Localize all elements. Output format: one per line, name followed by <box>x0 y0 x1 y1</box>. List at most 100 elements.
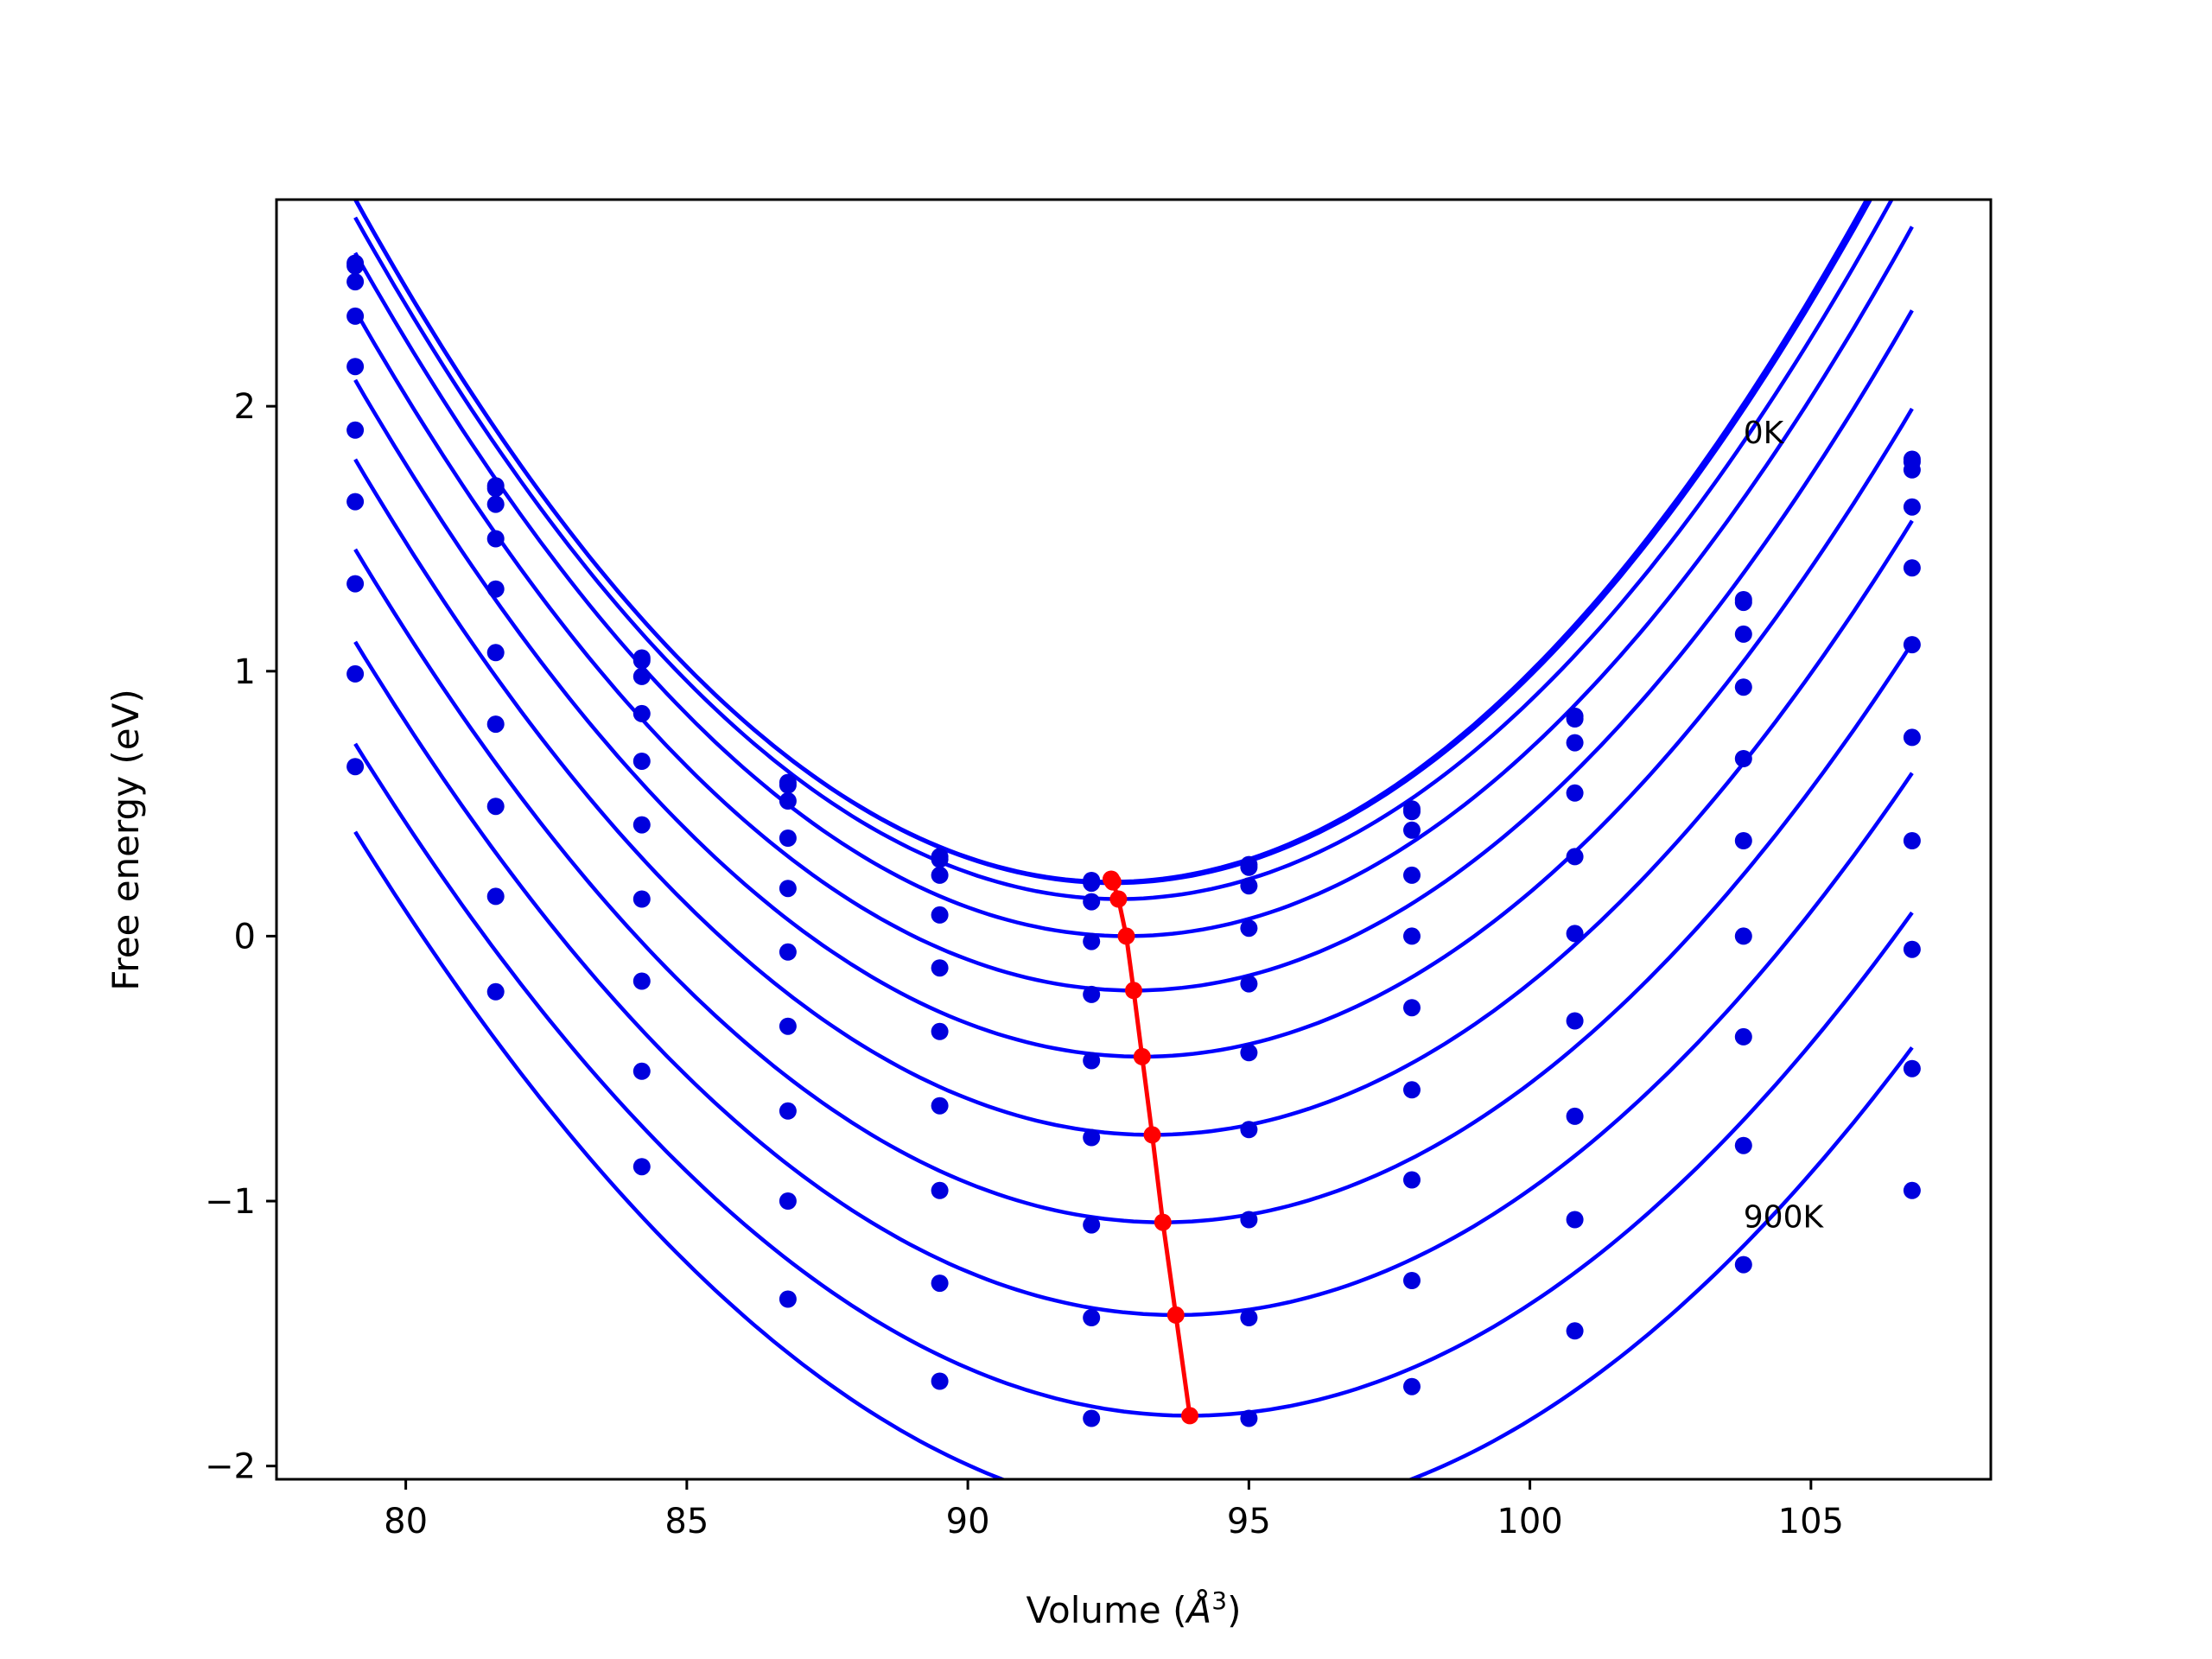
data-point <box>1083 1409 1101 1427</box>
data-point <box>1734 927 1752 945</box>
data-point <box>931 1022 949 1040</box>
temperature-annotation: 900K <box>1744 1200 1825 1236</box>
data-point <box>931 1181 949 1199</box>
data-point <box>931 959 949 977</box>
data-point <box>1903 832 1921 849</box>
data-point <box>1403 803 1421 821</box>
data-point <box>486 644 505 662</box>
x-axis-label: Volume (Å3) <box>1027 1586 1242 1631</box>
data-point <box>346 307 365 325</box>
x-tick-label: 80 <box>384 1502 428 1541</box>
data-point <box>1903 728 1921 747</box>
data-point <box>1403 927 1421 945</box>
data-point <box>1734 1136 1752 1154</box>
fit-curve-5 <box>353 309 1914 993</box>
minimum-point <box>1181 1407 1198 1425</box>
data-point <box>346 664 365 683</box>
data-point <box>1083 1128 1101 1147</box>
data-point <box>346 421 365 439</box>
data-point <box>1240 975 1258 993</box>
data-point <box>1403 866 1421 884</box>
data-point <box>1566 1322 1584 1340</box>
data-point <box>931 1096 949 1115</box>
minimum-point <box>1109 890 1128 908</box>
data-point <box>779 1290 797 1308</box>
x-tick-label: 95 <box>1227 1502 1271 1541</box>
x-tick-label: 90 <box>946 1502 990 1541</box>
data-point <box>486 580 505 598</box>
fit-curve-9 <box>353 640 1914 1318</box>
data-point <box>1083 1309 1101 1326</box>
data-point <box>632 704 651 722</box>
y-tick-label: −1 <box>205 1182 256 1222</box>
data-point <box>1734 1255 1752 1274</box>
fit-curve-1 <box>353 200 1869 884</box>
data-point <box>1566 848 1584 866</box>
data-point <box>931 866 949 884</box>
y-axis-label: Free energy (eV) <box>105 689 147 991</box>
data-point <box>1240 1121 1258 1139</box>
minimum-point <box>1133 1047 1151 1065</box>
data-point <box>931 850 949 868</box>
data-point <box>1566 1211 1584 1229</box>
minimum-point <box>1103 873 1122 891</box>
y-tick-label: 1 <box>234 652 256 692</box>
x-tick-label: 85 <box>664 1502 709 1541</box>
data-point <box>486 715 505 734</box>
data-point <box>1240 1409 1258 1427</box>
data-point <box>486 887 505 906</box>
data-point <box>1903 1059 1921 1077</box>
x-axis-unit-exponent: 3 <box>1211 1586 1227 1615</box>
plot-frame <box>275 198 1993 1481</box>
x-axis-unit-symbol: Å <box>1185 1588 1212 1631</box>
data-point <box>1403 999 1421 1017</box>
data-point <box>1403 1272 1421 1289</box>
data-point <box>346 257 365 275</box>
fit-curve-2 <box>353 200 1873 886</box>
data-point <box>346 493 365 511</box>
data-point <box>1240 877 1258 895</box>
fit-curve-11 <box>353 830 1914 1479</box>
minimum-point <box>1154 1213 1172 1231</box>
data-point <box>931 1372 949 1390</box>
data-point <box>632 1158 651 1176</box>
data-point <box>486 480 505 498</box>
data-point <box>1734 594 1752 612</box>
data-point <box>1403 1377 1421 1395</box>
data-point <box>1083 893 1101 911</box>
data-point <box>1734 832 1752 849</box>
data-point <box>779 1017 797 1035</box>
x-axis-unit-close: ) <box>1227 1589 1241 1631</box>
fit-curve-8 <box>353 548 1914 1224</box>
fit-curve-10 <box>353 742 1914 1418</box>
y-tick-label: 0 <box>234 917 256 957</box>
data-point <box>1903 636 1921 654</box>
data-point <box>1083 1216 1101 1234</box>
data-point <box>632 1062 651 1080</box>
minimum-point <box>1117 927 1135 945</box>
data-point <box>1566 1012 1584 1030</box>
fit-curve-3 <box>353 200 1894 901</box>
data-point <box>632 972 651 990</box>
minimum-point <box>1143 1126 1161 1144</box>
data-point <box>346 575 365 593</box>
data-point <box>1903 498 1921 516</box>
data-point <box>1566 925 1584 943</box>
data-point <box>1240 1211 1258 1229</box>
y-tick-label: −2 <box>205 1447 256 1487</box>
data-point <box>1566 1107 1584 1125</box>
data-point <box>1240 1044 1258 1062</box>
fit-curve-4 <box>353 226 1914 938</box>
data-point <box>1403 821 1421 839</box>
minima-path <box>1103 870 1198 1425</box>
minima-line <box>1109 878 1192 1416</box>
data-point <box>632 890 651 908</box>
data-point <box>632 816 651 834</box>
data-point <box>1566 734 1584 752</box>
y-axis: −2 −1 0 1 2 <box>205 387 276 1487</box>
data-point <box>931 906 949 924</box>
data-point <box>1734 678 1752 696</box>
minimum-point <box>1166 1306 1185 1324</box>
data-point <box>632 753 651 770</box>
data-point <box>1566 784 1584 802</box>
